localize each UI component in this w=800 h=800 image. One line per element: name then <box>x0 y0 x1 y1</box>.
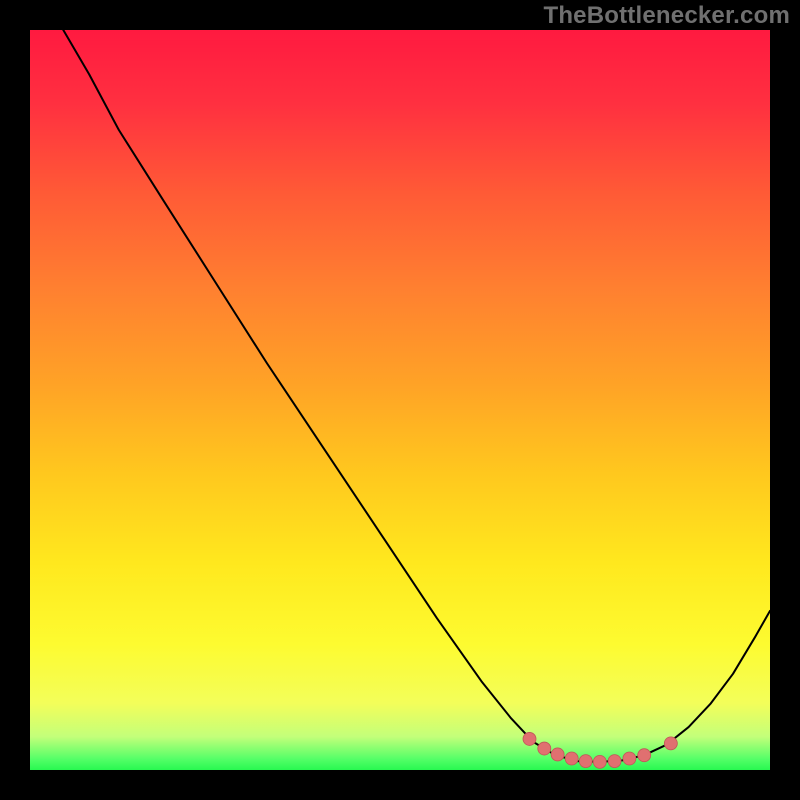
marker-dot <box>593 755 606 768</box>
marker-dot <box>664 737 677 750</box>
chart-frame: TheBottlenecker.com <box>0 0 800 800</box>
plot-area <box>30 30 770 770</box>
marker-dot <box>638 749 651 762</box>
gradient-background <box>30 30 770 770</box>
marker-dot <box>579 755 592 768</box>
marker-dot <box>608 755 621 768</box>
marker-dot <box>623 752 636 765</box>
marker-dot <box>538 742 551 755</box>
watermark-text: TheBottlenecker.com <box>543 2 790 30</box>
marker-dot <box>551 748 564 761</box>
marker-dot <box>523 732 536 745</box>
marker-dot <box>565 752 578 765</box>
